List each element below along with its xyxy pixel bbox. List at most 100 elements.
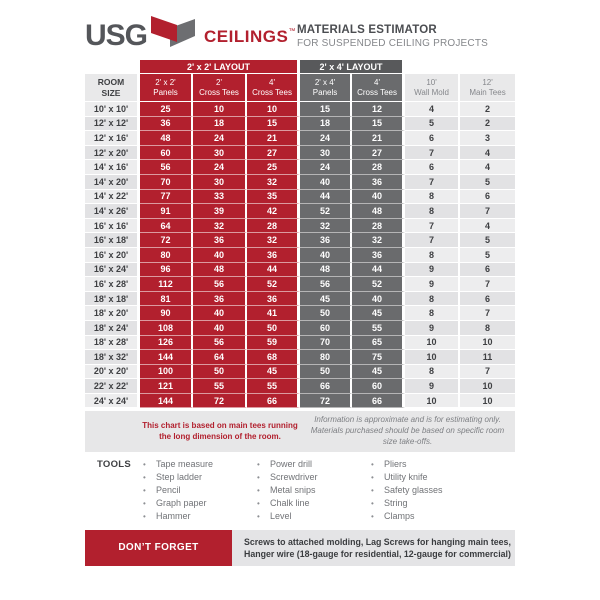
materials-table: 2' x 2' LAYOUT 2' x 4' LAYOUT ROOM SIZE 2…	[85, 60, 516, 409]
tool-label: Pliers	[384, 458, 407, 469]
value-cell: 45	[247, 364, 301, 380]
value-cell: 60	[300, 320, 353, 336]
value-cell: 10	[405, 335, 461, 351]
value-cell: 11	[460, 350, 516, 365]
tool-label: Metal snips	[270, 484, 316, 495]
room-size-cell: 14' x 22'	[85, 189, 140, 205]
tool-item: • Pencil	[143, 484, 257, 497]
table-row: 16' x 16' 64 32 28 32 28 7 4	[85, 218, 516, 234]
tool-item: • Utility knife	[371, 471, 485, 484]
dont-forget-badge: DON’T FORGET	[85, 529, 232, 566]
table-row: 14' x 20' 70 30 32 40 36 7 5	[85, 174, 516, 190]
table-row: 10' x 10' 25 10 10 15 12 4 2	[85, 102, 516, 117]
value-cell: 24	[300, 131, 353, 146]
value-cell: 4	[460, 218, 516, 234]
value-cell: 56	[193, 335, 247, 351]
value-cell: 42	[247, 204, 301, 219]
room-size-cell: 16' x 24'	[85, 262, 140, 278]
usg-logo: USG CEILINGS™	[85, 13, 296, 60]
value-cell: 4	[460, 145, 516, 161]
tools-column-2: • Power drill • Screwdriver • Metal snips • Cha…	[257, 458, 371, 523]
value-cell: 144	[140, 393, 193, 409]
value-cell: 72	[193, 393, 247, 409]
value-cell: 8	[460, 320, 516, 336]
value-cell: 60	[140, 145, 193, 161]
room-size-cell: 14' x 16'	[85, 160, 140, 175]
value-cell: 45	[300, 291, 353, 307]
value-cell: 40	[193, 320, 247, 336]
value-cell: 5	[460, 247, 516, 263]
value-cell: 55	[193, 379, 247, 394]
tool-label: Step ladder	[156, 471, 203, 482]
value-cell: 36	[247, 247, 301, 263]
value-cell: 60	[352, 379, 406, 394]
value-cell: 90	[140, 306, 193, 321]
value-cell: 15	[247, 116, 301, 132]
tool-label: String	[384, 497, 408, 508]
band-spacer	[405, 60, 515, 74]
value-cell: 36	[193, 233, 247, 248]
value-cell: 15	[352, 116, 406, 132]
col-header-4ft-cross-tees-2x4: 4' Cross Tees	[352, 74, 406, 102]
room-size-cell: 24' x 24'	[85, 393, 140, 409]
room-size-cell: 18' x 18'	[85, 291, 140, 307]
value-cell: 8	[405, 306, 461, 321]
dont-forget-line2: Hanger wire (18-gauge for residential, 1…	[244, 548, 511, 559]
value-cell: 6	[460, 291, 516, 307]
estimator-sheet: USG CEILINGS™ MATERIALS ESTIMATOR FOR SU…	[85, 0, 516, 566]
value-cell: 72	[140, 233, 193, 248]
tool-item: • Safety glasses	[371, 484, 485, 497]
value-cell: 40	[352, 291, 406, 307]
table-row: 18' x 32' 144 64 68 80 75 10 11	[85, 350, 516, 365]
estimate-disclaimer: Information is approximate and is for es…	[310, 415, 505, 447]
tool-item: • Tape measure	[143, 458, 257, 471]
value-cell: 50	[193, 364, 247, 380]
value-cell: 91	[140, 204, 193, 219]
value-cell: 50	[247, 320, 301, 336]
value-cell: 7	[405, 218, 461, 234]
usg-wordmark: USG	[85, 19, 148, 52]
value-cell: 32	[247, 174, 301, 190]
value-cell: 28	[352, 218, 406, 234]
value-cell: 10	[405, 350, 461, 365]
value-cell: 25	[247, 160, 301, 175]
room-size-cell: 16' x 16'	[85, 218, 140, 234]
value-cell: 56	[140, 160, 193, 175]
room-size-cell: 20' x 20'	[85, 364, 140, 380]
value-cell: 36	[300, 233, 353, 248]
bullet-icon: •	[143, 498, 146, 508]
bullet-icon: •	[371, 511, 374, 521]
tool-label: Graph paper	[156, 497, 207, 508]
tool-item: • Pliers	[371, 458, 485, 471]
tools-label: TOOLS	[97, 458, 132, 470]
value-cell: 10	[460, 335, 516, 351]
value-cell: 8	[405, 247, 461, 263]
value-cell: 52	[352, 277, 406, 292]
value-cell: 80	[300, 350, 353, 365]
tool-label: Tape measure	[156, 458, 214, 469]
table-row: 18' x 24' 108 40 50 60 55 9 8	[85, 320, 516, 336]
header: USG CEILINGS™ MATERIALS ESTIMATOR FOR SU…	[85, 14, 515, 58]
value-cell: 7	[405, 233, 461, 248]
tool-label: Power drill	[270, 458, 313, 469]
table-row: 18' x 18' 81 36 36 45 40 8 6	[85, 291, 516, 307]
room-size-cell: 16' x 20'	[85, 247, 140, 263]
value-cell: 10	[405, 393, 461, 409]
tool-label: Clamps	[384, 510, 415, 521]
value-cell: 24	[193, 160, 247, 175]
page-subtitle: FOR SUSPENDED CEILING PROJECTS	[297, 37, 489, 49]
bullet-icon: •	[143, 472, 146, 482]
value-cell: 30	[193, 145, 247, 161]
tool-label: Safety glasses	[384, 484, 443, 495]
value-cell: 6	[460, 262, 516, 278]
tool-label: Screwdriver	[270, 471, 318, 482]
value-cell: 59	[247, 335, 301, 351]
value-cell: 9	[405, 379, 461, 394]
value-cell: 32	[247, 233, 301, 248]
tool-item: • Power drill	[257, 458, 371, 471]
value-cell: 18	[300, 116, 353, 132]
value-cell: 66	[300, 379, 353, 394]
value-cell: 7	[405, 145, 461, 161]
table-row: 16' x 24' 96 48 44 48 44 9 6	[85, 262, 516, 278]
room-size-cell: 12' x 20'	[85, 145, 140, 161]
